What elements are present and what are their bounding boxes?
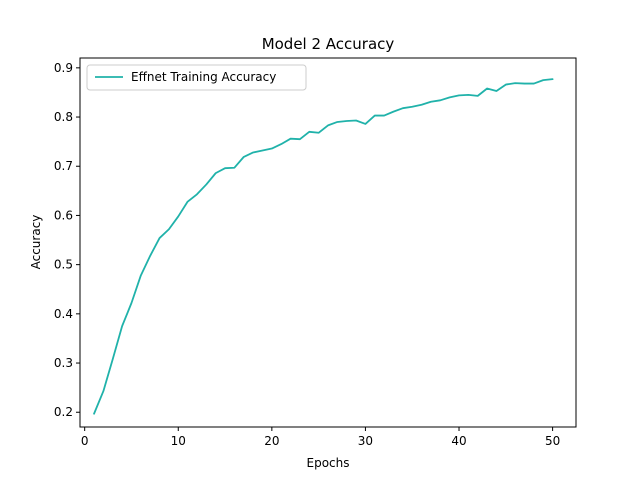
y-tick-label: 0.4 <box>54 307 73 321</box>
y-tick-label: 0.5 <box>54 258 73 272</box>
x-axis-label: Epochs <box>307 456 350 470</box>
y-tick-label: 0.3 <box>54 356 73 370</box>
x-tick-label: 10 <box>171 434 186 448</box>
x-tick-label: 40 <box>451 434 466 448</box>
y-tick-label: 0.6 <box>54 208 73 222</box>
y-axis: 0.2 0.3 0.4 0.5 0.6 0.7 0.8 0.9 <box>54 61 80 419</box>
y-axis-label: Accuracy <box>29 215 43 270</box>
x-tick-label: 50 <box>545 434 560 448</box>
x-axis: 0 10 20 30 40 50 <box>81 427 560 448</box>
y-tick-label: 0.8 <box>54 110 73 124</box>
legend-box <box>86 64 307 91</box>
x-tick-label: 30 <box>358 434 373 448</box>
chart-title: Model 2 Accuracy <box>262 35 395 53</box>
series-line-0 <box>93 78 554 415</box>
plot-area <box>93 78 554 415</box>
legend-label: Effnet Training Accuracy <box>131 70 276 84</box>
axes-frame <box>79 57 577 428</box>
x-tick-label: 20 <box>264 434 279 448</box>
y-tick-label: 0.7 <box>54 159 73 173</box>
y-tick-label: 0.2 <box>54 405 73 419</box>
y-tick-label: 0.9 <box>54 61 73 75</box>
legend: Effnet Training Accuracy <box>86 64 307 91</box>
x-tick-label: 0 <box>81 434 89 448</box>
